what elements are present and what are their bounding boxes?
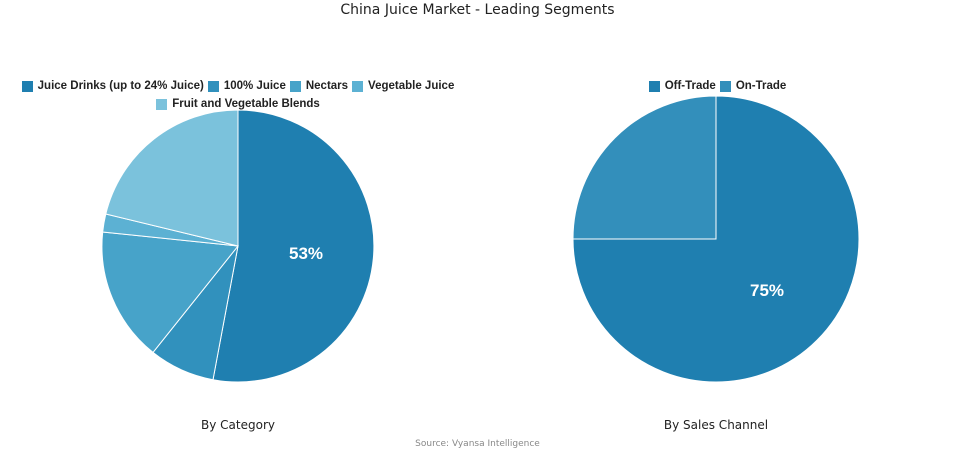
- legend-label: Fruit and Vegetable Blends: [172, 98, 320, 110]
- channel-pie: [572, 95, 860, 383]
- legend-swatch: [352, 81, 364, 92]
- legend-label: Nectars: [305, 80, 349, 92]
- legend-swatch: [207, 81, 219, 92]
- channel-legend: Off-Trade On-Trade: [480, 79, 955, 97]
- legend-item-off-trade[interactable]: Off-Trade: [648, 79, 716, 94]
- slice-on-trade[interactable]: [572, 95, 717, 240]
- legend-label: Vegetable Juice: [368, 80, 455, 92]
- category-legend: Juice Drinks (up to 24% Juice) 100% Juice…: [0, 79, 476, 115]
- slice-fruit-veg-blends[interactable]: [105, 109, 239, 247]
- slice-off-trade[interactable]: [572, 95, 860, 383]
- legend-item-nectars[interactable]: Nectars: [289, 79, 349, 94]
- legend-label: Juice Drinks (up to 24% Juice): [37, 80, 204, 92]
- slice-juice-drinks[interactable]: [212, 109, 375, 383]
- legend-swatch: [719, 81, 731, 92]
- legend-item-fruit-veg-blends[interactable]: Fruit and Vegetable Blends: [156, 97, 320, 112]
- category-subtitle: By Category: [201, 418, 275, 432]
- legend-label: On-Trade: [735, 80, 787, 92]
- legend-item-on-trade[interactable]: On-Trade: [719, 79, 787, 94]
- legend-item-vegetable-juice[interactable]: Vegetable Juice: [352, 79, 454, 94]
- chart-title: China Juice Market - Leading Segments: [340, 2, 615, 18]
- legend-item-juice-drinks[interactable]: Juice Drinks (up to 24% Juice): [21, 79, 204, 94]
- source-note: Source: Vyansa Intelligence: [415, 439, 540, 449]
- slice-label-off-trade: 75%: [750, 281, 784, 300]
- legend-swatch: [21, 81, 33, 92]
- legend-swatch: [289, 81, 301, 92]
- slice-nectars[interactable]: [101, 231, 239, 354]
- legend-swatch: [156, 99, 168, 110]
- legend-item-100-juice[interactable]: 100% Juice: [207, 79, 286, 94]
- category-pie: [101, 109, 375, 383]
- slice-label-juice-drinks: 53%: [289, 244, 323, 263]
- legend-label: Off-Trade: [664, 80, 716, 92]
- legend-label: 100% Juice: [223, 80, 286, 92]
- channel-subtitle: By Sales Channel: [663, 418, 769, 432]
- legend-swatch: [648, 81, 660, 92]
